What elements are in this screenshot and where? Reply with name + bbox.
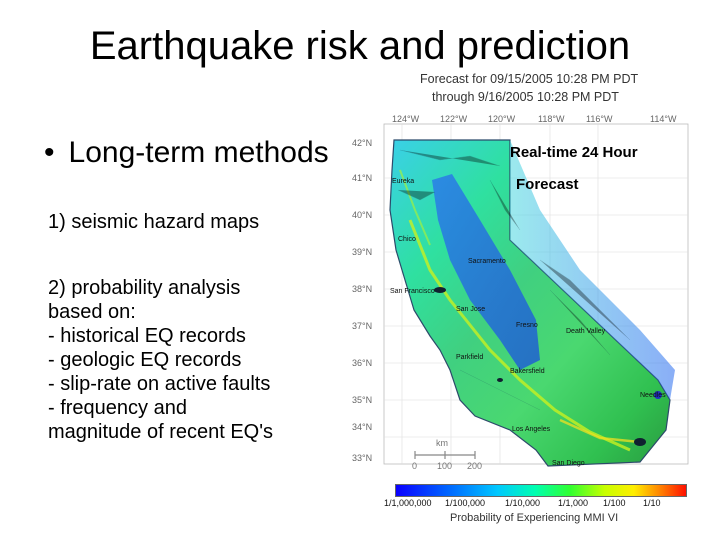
item-probability-analysis: 2) probability analysis based on: - hist… xyxy=(48,276,348,444)
city-eureka: Eureka xyxy=(392,178,415,185)
city-san-jose: San Jose xyxy=(456,306,486,313)
colorbar-tick: 1/100 xyxy=(603,498,626,508)
lat-37: 37°N xyxy=(352,321,373,331)
city-death-valley: Death Valley xyxy=(566,328,606,335)
slide-title: Earthquake risk and prediction xyxy=(89,24,631,68)
lat-40: 40°N xyxy=(352,210,373,220)
item2-line: - frequency and xyxy=(48,397,187,419)
city-san-francisco: San Francisco xyxy=(390,288,435,295)
lat-38: 38°N xyxy=(352,284,373,294)
lat-33: 33°N xyxy=(352,453,373,463)
lat-42: 42°N xyxy=(352,138,373,148)
colorbar-tick: 1/1,000,000 xyxy=(384,498,432,508)
bullet-text: Long-term methods xyxy=(68,136,329,169)
scale-tick-200: 200 xyxy=(467,461,483,471)
item2-line: based on: xyxy=(48,301,136,323)
lat-35: 35°N xyxy=(352,395,373,405)
colorbar-tick: 1/1,000 xyxy=(558,498,589,508)
colorbar-tick: 1/10,000 xyxy=(505,498,541,508)
lon-116: 116°W xyxy=(586,114,613,124)
item-seismic-hazard-maps: 1) seismic hazard maps xyxy=(48,211,260,233)
city-los-angeles: Los Angeles xyxy=(512,426,551,433)
lon-118: 118°W xyxy=(538,114,565,124)
colorbar-tick: 1/10 xyxy=(643,498,661,508)
realtime-overlay-line2: Forecast xyxy=(516,176,579,193)
forecast-date-line1: Forecast for 09/15/2005 10:28 PM PDT xyxy=(420,72,639,86)
item2-line: 2) probability analysis xyxy=(48,277,241,299)
lat-41: 41°N xyxy=(352,173,373,183)
lat-36: 36°N xyxy=(352,358,373,368)
california-hazard-map-image xyxy=(383,123,689,467)
lon-122: 122°W xyxy=(440,114,468,124)
lat-34: 34°N xyxy=(352,422,373,432)
city-chico: Chico xyxy=(398,236,416,243)
scale-tick-100: 100 xyxy=(437,461,453,471)
bullet-dot: • xyxy=(44,136,55,169)
city-fresno: Fresno xyxy=(516,322,538,329)
bullet-long-term-methods: • Long-term methods xyxy=(44,136,329,170)
colorbar-tick: 1/100,000 xyxy=(445,498,486,508)
city-sacramento: Sacramento xyxy=(468,258,506,265)
item2-line: - geologic EQ records xyxy=(48,349,242,371)
lat-39: 39°N xyxy=(352,247,373,257)
lon-114: 114°W xyxy=(650,114,677,124)
scale-unit: km xyxy=(436,438,448,448)
city-parkfield: Parkfield xyxy=(456,354,484,361)
colorbar-label: Probability of Experiencing MMI VI xyxy=(450,512,619,524)
city-needles: Needles xyxy=(640,392,666,399)
item2-line: - slip-rate on active faults xyxy=(48,373,271,395)
city-san-diego: San Diego xyxy=(552,460,585,467)
item2-line: magnitude of recent EQ's xyxy=(48,421,274,443)
forecast-date-line2: through 9/16/2005 10:28 PM PDT xyxy=(432,90,619,104)
lon-124: 124°W xyxy=(392,114,420,124)
city-bakersfield: Bakersfield xyxy=(510,368,545,375)
scale-tick-0: 0 xyxy=(412,461,418,471)
colorbar xyxy=(395,484,687,497)
forecast-map: Forecast for 09/15/2005 10:28 PM PDT thr… xyxy=(340,70,700,530)
item2-line: - historical EQ records xyxy=(48,325,246,347)
lon-120: 120°W xyxy=(488,114,516,124)
realtime-overlay-line1: Real-time 24 Hour xyxy=(510,144,638,161)
